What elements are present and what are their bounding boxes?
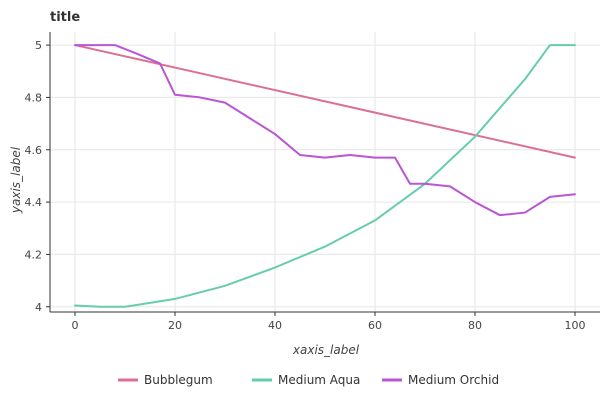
y-tick-label: 4.6	[25, 144, 43, 157]
series-line-bubblegum	[74, 44, 576, 159]
x-tick-label: 60	[368, 319, 382, 332]
legend-item: Medium Aqua	[252, 373, 360, 387]
x-tick-label: 20	[168, 319, 182, 332]
x-axis-label: xaxis_label	[292, 343, 360, 357]
legend-label: Medium Aqua	[278, 373, 360, 387]
x-tick-label: 40	[268, 319, 282, 332]
x-tick-label: 100	[565, 319, 586, 332]
y-tick-label: 5	[35, 39, 42, 52]
series-layer	[74, 44, 576, 308]
grid	[50, 32, 600, 312]
chart-title: title	[50, 10, 80, 25]
y-tick-label: 4.8	[25, 91, 43, 104]
y-tick-label: 4	[35, 301, 42, 314]
y-axis-label: yaxis_label	[9, 146, 23, 214]
legend-label: Medium Orchid	[408, 373, 499, 387]
legend-item: Medium Orchid	[382, 373, 499, 387]
series-line-medium-aqua	[74, 44, 576, 308]
y-tick-label: 4.2	[25, 248, 43, 261]
x-tick-label: 80	[468, 319, 482, 332]
legend: Bubblegum Medium Aqua Medium Orchid	[118, 373, 499, 387]
legend-label: Bubblegum	[144, 373, 213, 387]
series-line-medium-orchid	[74, 44, 576, 217]
y-tick-label: 4.4	[25, 196, 43, 209]
axes: 0 20 40 60 80 100 4 4.2 4.4 4.6 4.8 5	[25, 32, 600, 332]
legend-item: Bubblegum	[118, 373, 213, 387]
x-tick-label: 0	[72, 319, 79, 332]
